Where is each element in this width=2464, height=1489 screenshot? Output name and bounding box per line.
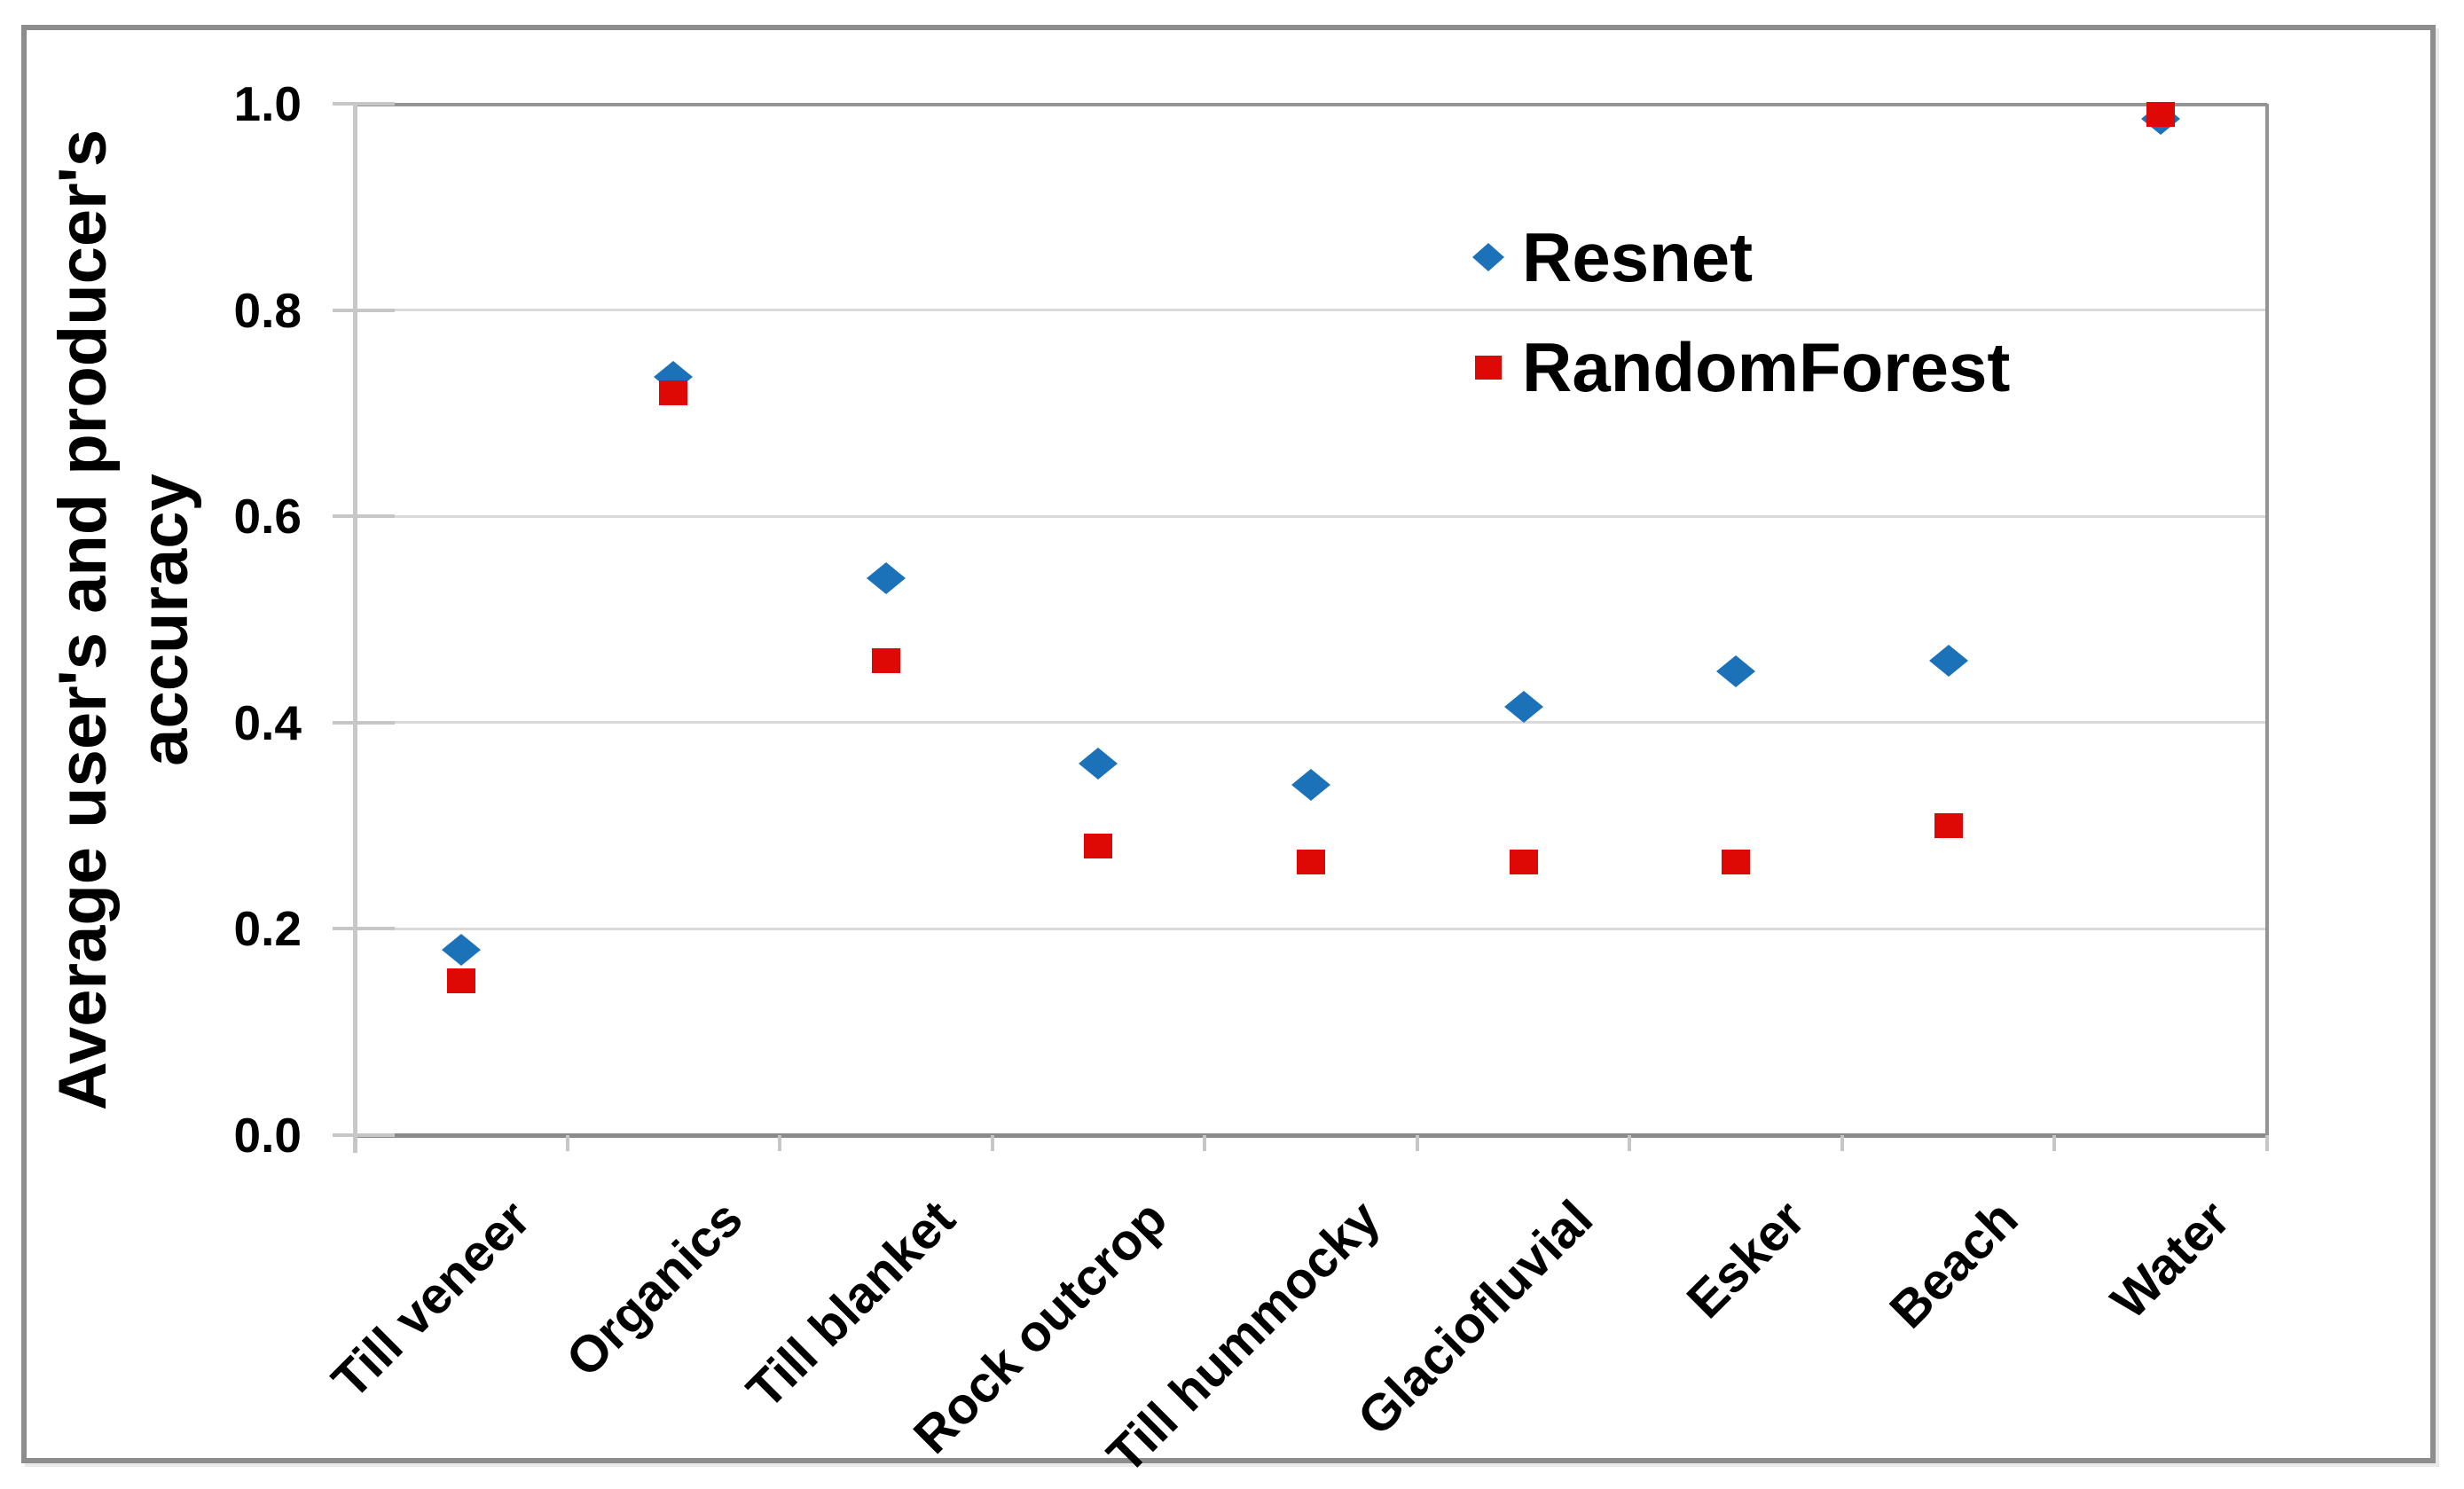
marker-randomforest-rock-outcrop <box>1084 834 1112 858</box>
y-axis-title-line2: accuracy <box>127 473 202 766</box>
marker-randomforest-water <box>2146 102 2175 127</box>
x-tick-9 <box>2265 1135 2269 1151</box>
x-tick-6 <box>1628 1135 1631 1151</box>
marker-randomforest-till-hummocky <box>1297 850 1325 874</box>
x-tick-7 <box>1840 1135 1844 1151</box>
y-tick-0.6 <box>333 514 395 518</box>
x-tick-4 <box>1203 1135 1206 1151</box>
y-tick-label-0.8: 0.8 <box>233 283 302 338</box>
legend-label-randomforest: RandomForest <box>1522 328 2011 406</box>
resnet-diamond-icon <box>1472 243 1504 271</box>
gridline-0.2 <box>355 928 2267 930</box>
y-tick-label-0.2: 0.2 <box>233 901 302 956</box>
y-tick-0.2 <box>333 927 395 930</box>
gridline-1.0 <box>355 103 2267 106</box>
y-axis-line <box>353 104 357 1153</box>
x-tick-2 <box>778 1135 781 1151</box>
marker-randomforest-till-veneer <box>447 968 475 993</box>
marker-randomforest-till-blanket <box>872 648 900 673</box>
gridline-0.4 <box>355 721 2267 724</box>
y-axis-title-line1: Average user's and producer's <box>45 129 121 1110</box>
x-tick-1 <box>566 1135 569 1151</box>
legend: Resnet RandomForest <box>1455 213 2040 411</box>
y-tick-label-0.0: 0.0 <box>233 1108 302 1163</box>
marker-randomforest-esker <box>1722 850 1750 874</box>
plot-right-border <box>2265 104 2269 1135</box>
marker-randomforest-beach <box>1934 813 1963 838</box>
y-tick-0.8 <box>333 309 395 312</box>
randomforest-square-icon <box>1475 355 1502 380</box>
x-tick-0 <box>353 1135 357 1151</box>
y-tick-0.0 <box>333 1133 395 1137</box>
y-tick-label-0.6: 0.6 <box>233 489 302 544</box>
legend-item-randomforest: RandomForest <box>1455 323 2040 411</box>
gridline-0.8 <box>355 309 2267 311</box>
legend-item-resnet: Resnet <box>1455 213 2040 302</box>
y-tick-label-1.0: 1.0 <box>233 76 302 131</box>
legend-label-resnet: Resnet <box>1522 218 1754 296</box>
x-tick-3 <box>991 1135 994 1151</box>
gridline-0.6 <box>355 515 2267 518</box>
y-tick-0.4 <box>333 721 395 725</box>
y-tick-label-0.4: 0.4 <box>233 695 302 750</box>
y-axis-title: Average user's and producer's accuracy <box>35 104 213 1135</box>
x-tick-5 <box>1416 1135 1419 1151</box>
marker-randomforest-glaciofluvial <box>1510 850 1538 874</box>
x-tick-8 <box>2052 1135 2056 1151</box>
marker-randomforest-organics <box>659 380 687 405</box>
y-tick-1.0 <box>333 102 395 106</box>
gridline-0.0 <box>355 1133 2267 1138</box>
